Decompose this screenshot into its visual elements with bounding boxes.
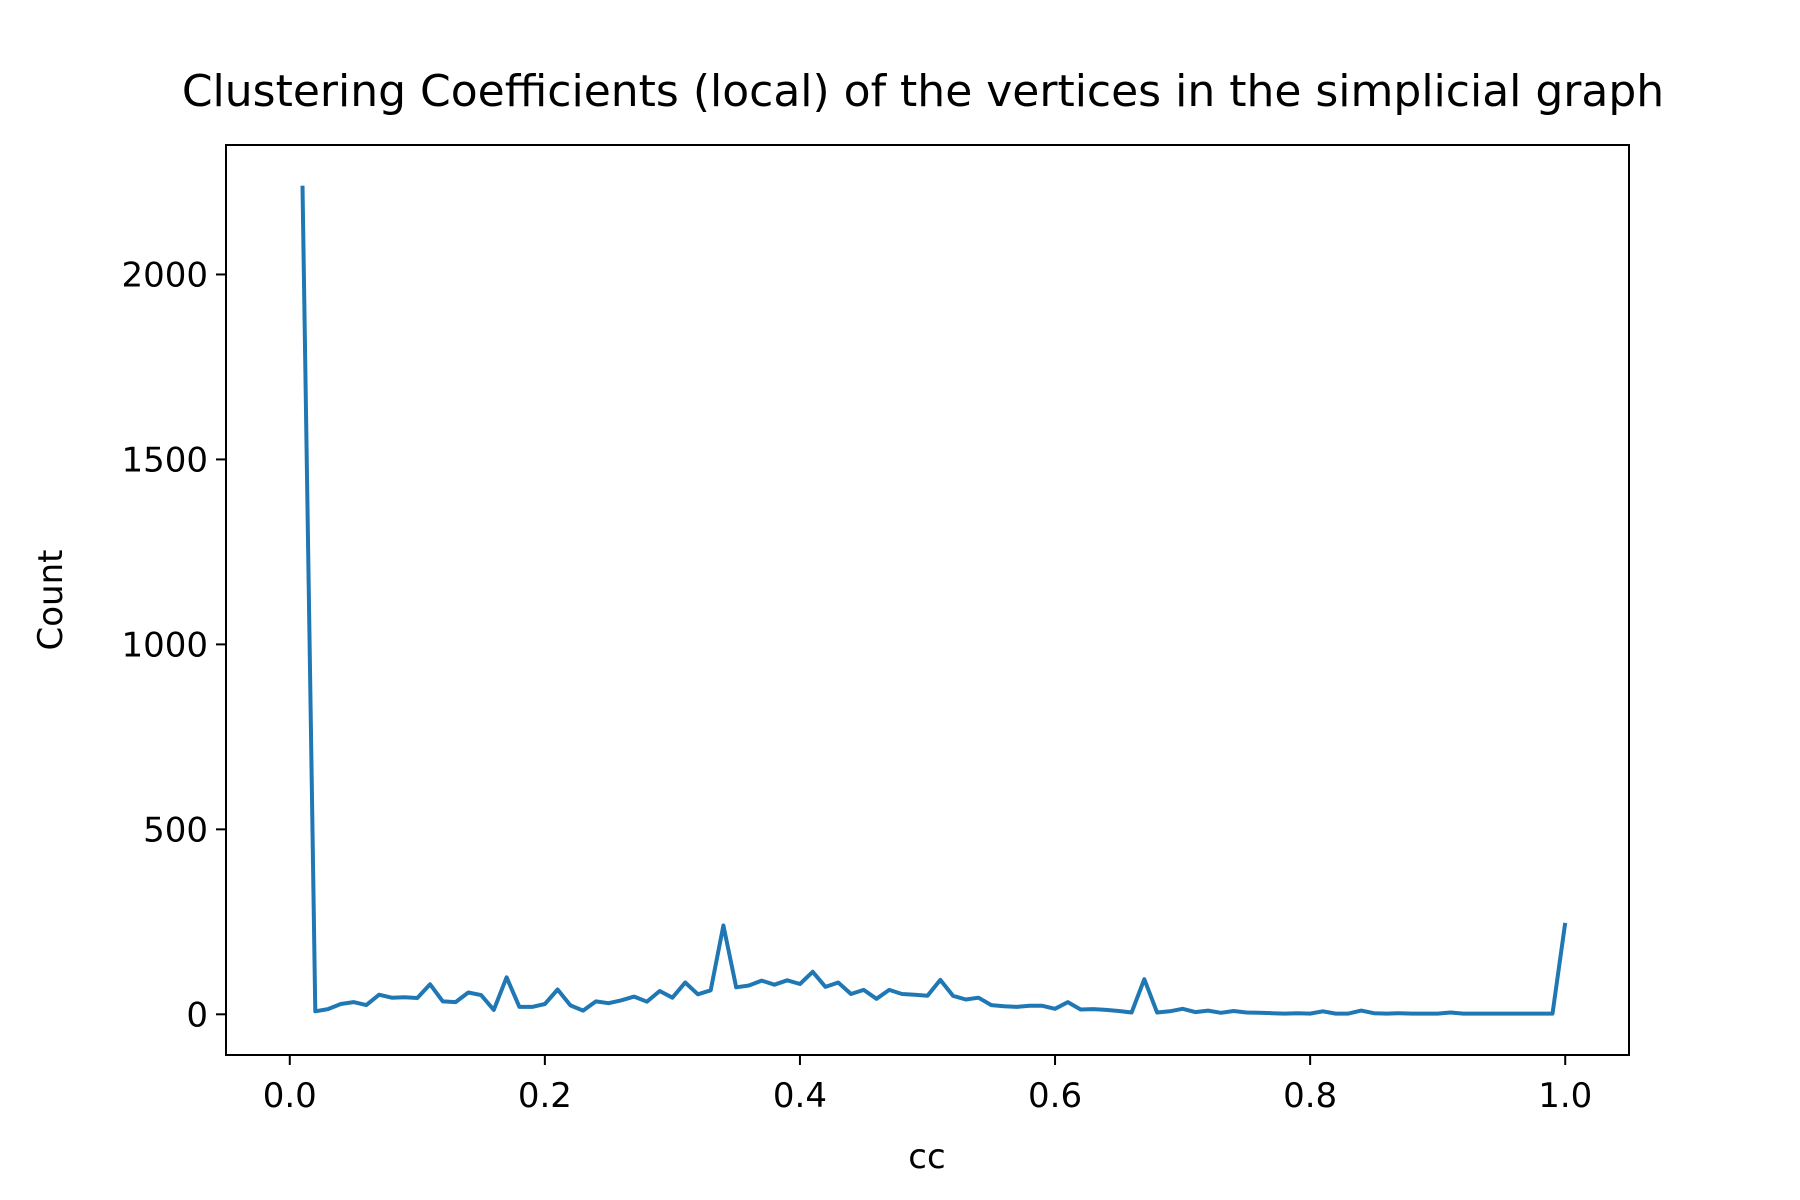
series-line-0 (300, 185, 1568, 1016)
plot-frame (225, 144, 1630, 1056)
x-axis: 0.0 0.2 0.4 0.6 0.8 1.0 (263, 1055, 1592, 1116)
y-tick-label: 500 (143, 810, 208, 850)
y-axis-label: Count (31, 550, 71, 651)
x-tick-label: 0.2 (518, 1076, 572, 1116)
plot-area (300, 185, 1568, 1016)
y-axis: 0 500 1000 1500 2000 (121, 255, 226, 1035)
x-tick-label: 0.6 (1028, 1076, 1082, 1116)
x-tick-label: 0.4 (773, 1076, 827, 1116)
y-tick-label: 2000 (121, 255, 208, 295)
chart-title: Clustering Coefficients (local) of the v… (182, 66, 1664, 117)
y-tick-label: 0 (186, 995, 208, 1035)
x-tick-label: 0.0 (263, 1076, 317, 1116)
x-axis-label: cc (908, 1137, 945, 1177)
y-tick-label: 1500 (121, 440, 208, 480)
y-tick-label: 1000 (121, 625, 208, 665)
x-tick-label: 0.8 (1283, 1076, 1337, 1116)
x-tick-label: 1.0 (1538, 1076, 1592, 1116)
